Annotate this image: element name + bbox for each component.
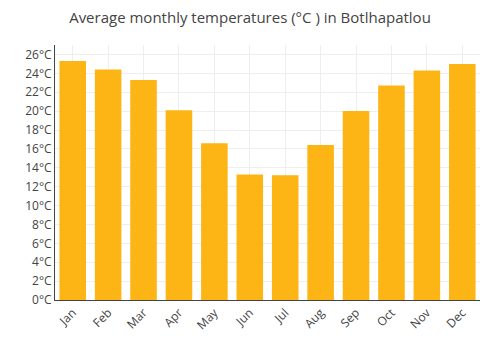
svg-text:Average monthly temperatures (: Average monthly temperatures (°C ) in Bo… xyxy=(69,7,431,27)
svg-text:Jan: Jan xyxy=(55,304,80,329)
svg-text:2°C: 2°C xyxy=(32,272,52,289)
svg-text:26°C: 26°C xyxy=(25,46,52,63)
svg-text:0°C: 0°C xyxy=(32,291,52,308)
svg-text:22°C: 22°C xyxy=(25,83,52,100)
svg-text:8°C: 8°C xyxy=(32,216,52,233)
svg-text:Nov: Nov xyxy=(406,304,434,332)
svg-text:Aug: Aug xyxy=(300,304,328,332)
svg-text:Jul: Jul xyxy=(270,304,292,326)
svg-text:Oct: Oct xyxy=(373,304,399,330)
svg-text:24°C: 24°C xyxy=(25,65,52,82)
svg-text:May: May xyxy=(193,304,222,333)
svg-text:Jun: Jun xyxy=(231,304,256,329)
svg-text:Dec: Dec xyxy=(442,304,469,331)
svg-text:4°C: 4°C xyxy=(32,253,52,270)
svg-text:20°C: 20°C xyxy=(25,102,52,119)
svg-text:10°C: 10°C xyxy=(25,197,52,214)
svg-text:18°C: 18°C xyxy=(25,121,52,138)
svg-text:14°C: 14°C xyxy=(25,159,52,176)
svg-text:16°C: 16°C xyxy=(25,140,52,157)
svg-text:6°C: 6°C xyxy=(32,235,52,252)
svg-text:Mar: Mar xyxy=(123,304,151,332)
svg-text:Apr: Apr xyxy=(160,304,186,330)
svg-text:Feb: Feb xyxy=(89,304,115,330)
svg-text:12°C: 12°C xyxy=(25,178,52,195)
svg-text:Sep: Sep xyxy=(336,304,363,331)
